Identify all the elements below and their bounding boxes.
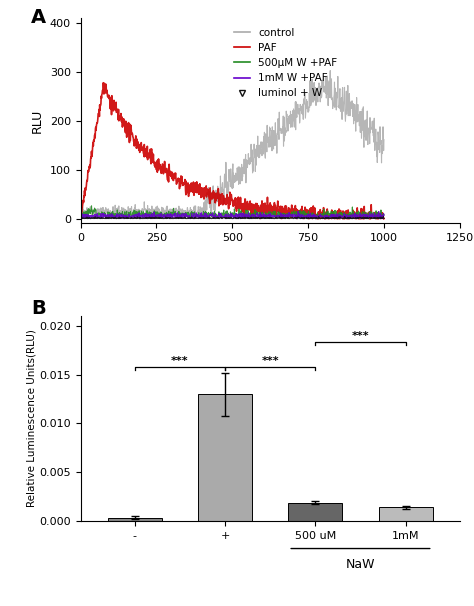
Bar bbox=[108, 518, 162, 521]
Text: ***: *** bbox=[261, 356, 279, 365]
Bar bbox=[198, 394, 252, 521]
Text: ***: *** bbox=[171, 356, 189, 365]
Legend: control, PAF, 500μM W +PAF, 1mM W +PAF, luminol + W: control, PAF, 500μM W +PAF, 1mM W +PAF, … bbox=[230, 24, 341, 102]
Text: ***: *** bbox=[352, 331, 369, 341]
Text: B: B bbox=[31, 299, 46, 318]
Text: A: A bbox=[31, 8, 46, 27]
Y-axis label: Relative Luminescence Units(RLU): Relative Luminescence Units(RLU) bbox=[27, 330, 36, 507]
Bar bbox=[379, 507, 433, 521]
Bar bbox=[288, 502, 342, 521]
Text: NaW: NaW bbox=[346, 558, 375, 571]
Y-axis label: RLU: RLU bbox=[31, 108, 44, 133]
